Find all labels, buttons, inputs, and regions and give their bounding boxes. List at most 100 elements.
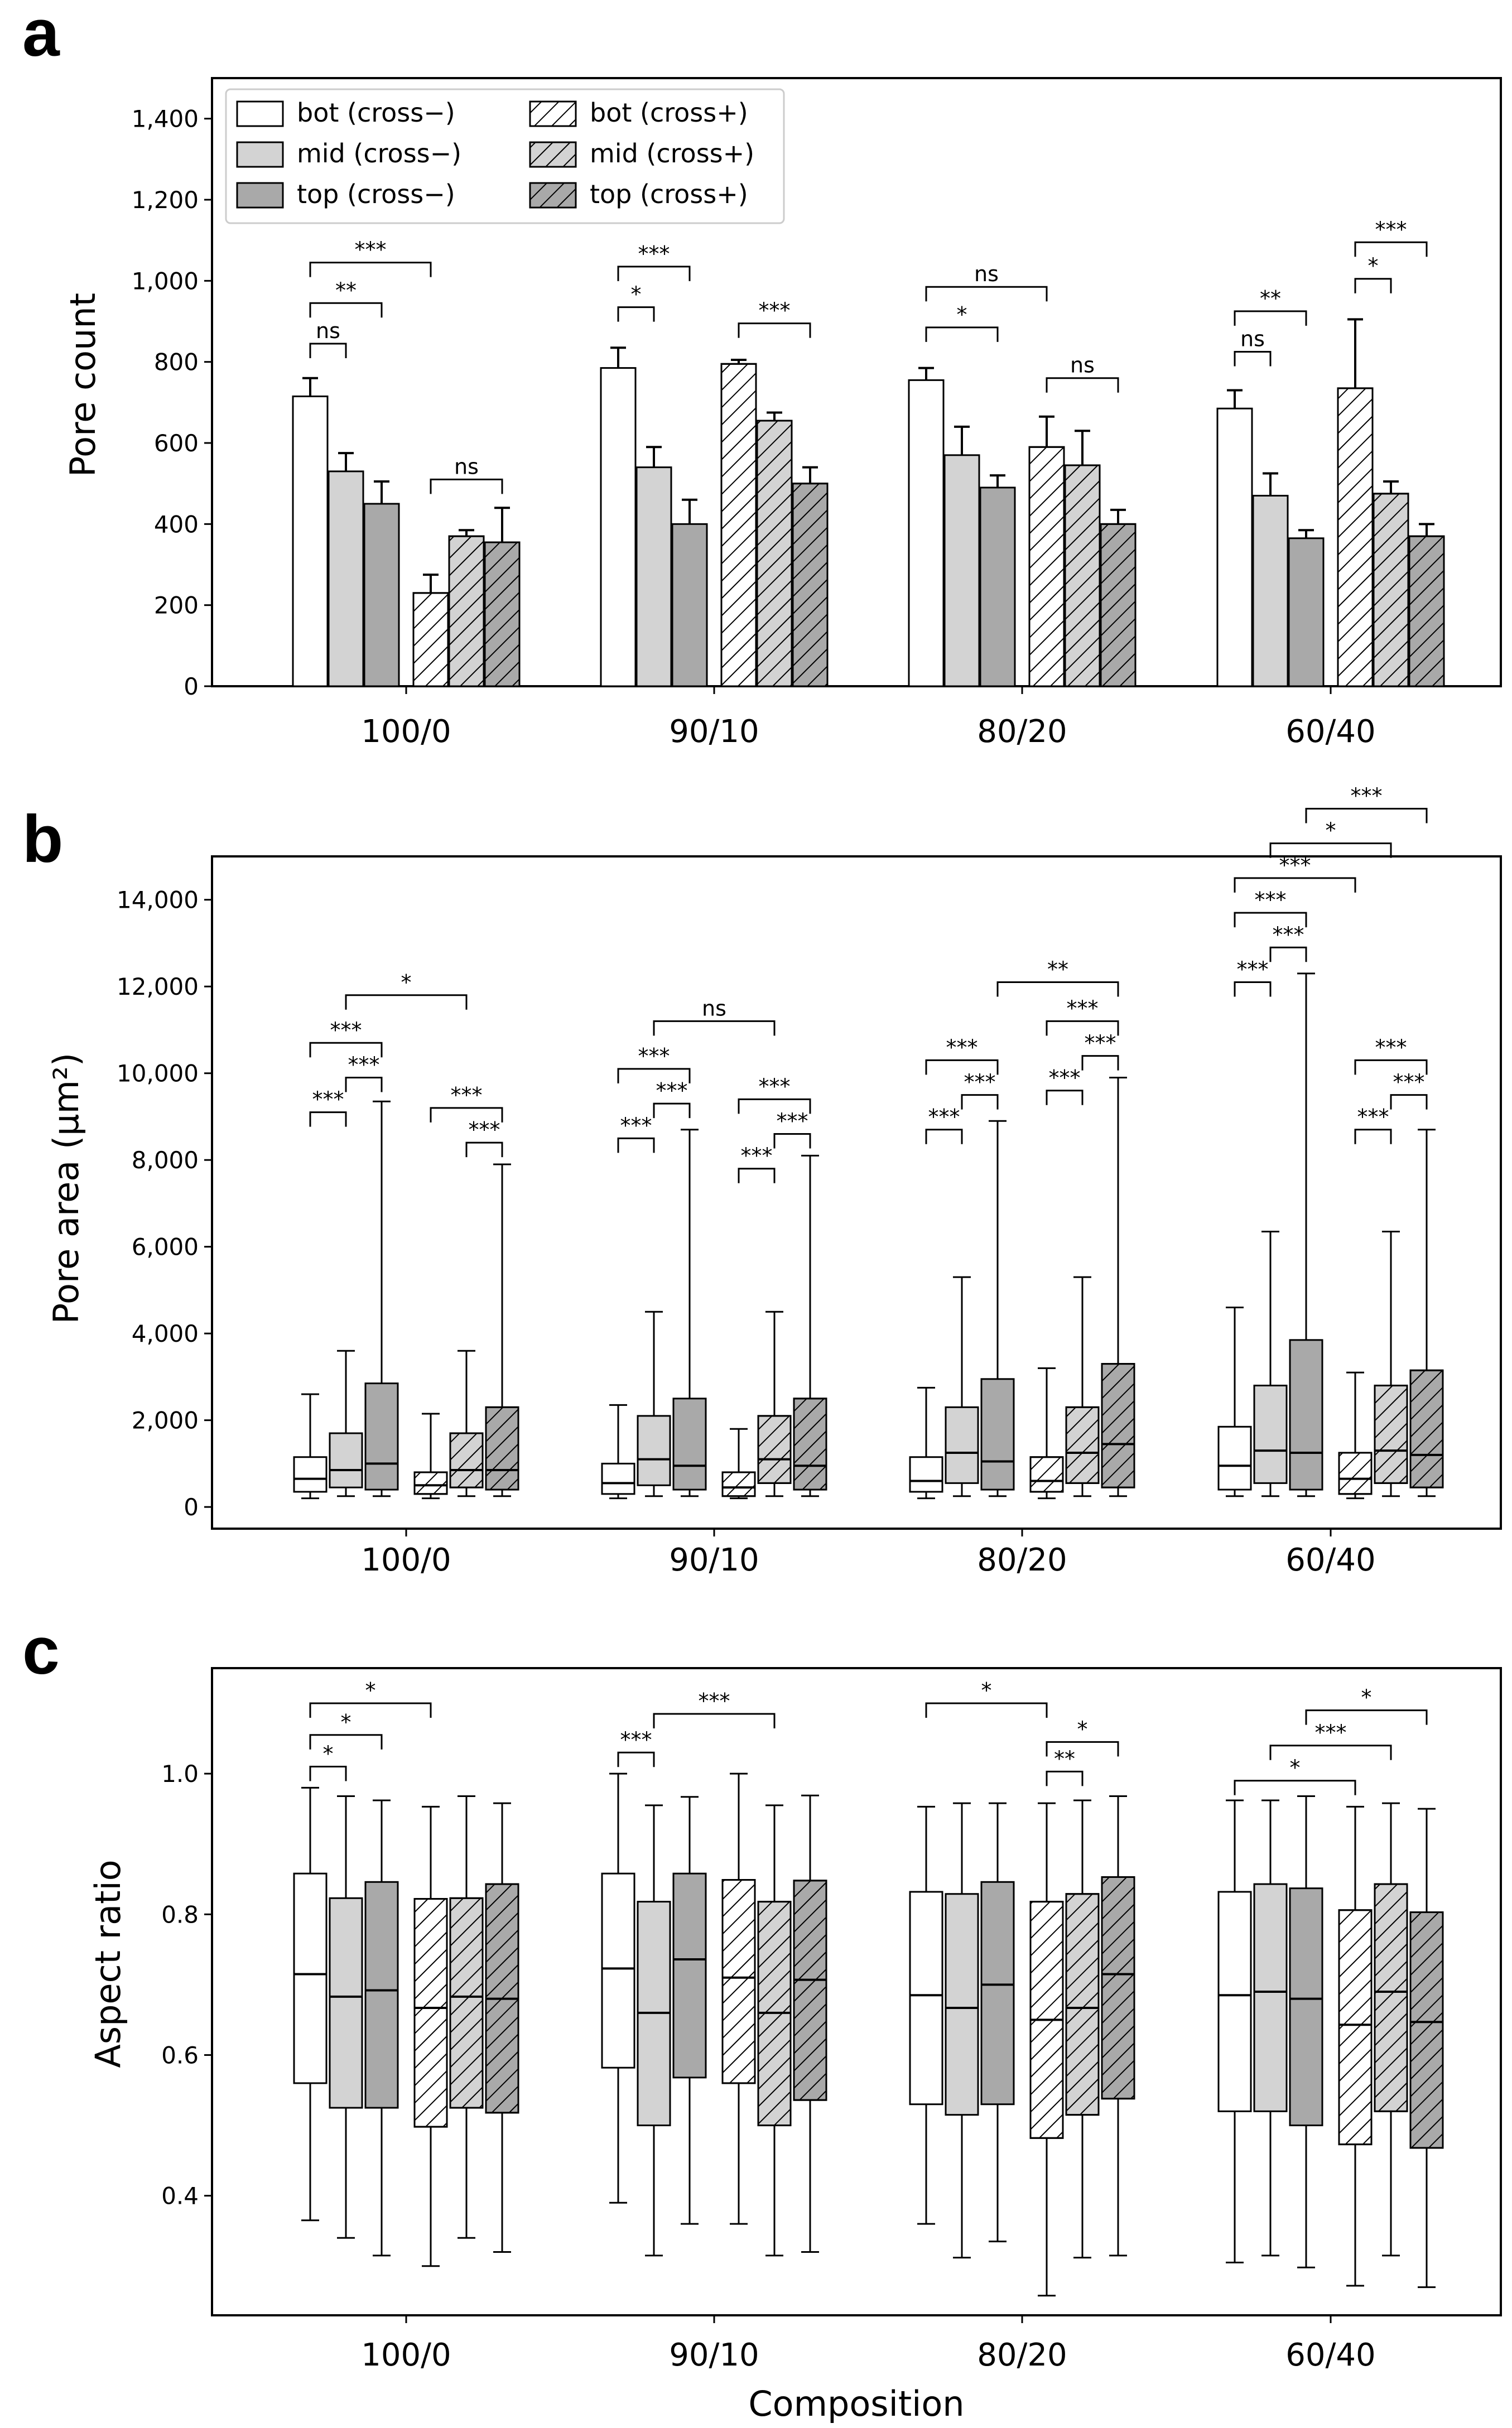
significance-bracket — [1046, 1090, 1084, 1105]
significance-bracket — [996, 981, 1119, 997]
ytick-label-b: 6,000 — [132, 1234, 199, 1261]
xtick-b-80-20: 80/20 — [977, 1542, 1067, 1578]
box-hatch-top-cross-plus — [1409, 1911, 1444, 2149]
box-mid-cross-minus — [1253, 1384, 1288, 1484]
ytick-label-a: 200 — [154, 592, 199, 619]
ytick-label-b: 12,000 — [117, 973, 199, 1000]
box-top-cross-minus — [364, 1382, 399, 1491]
significance-bracket — [309, 262, 432, 277]
legend-swatch-bot-cross-minus — [236, 100, 284, 127]
significance-bracket — [738, 1098, 811, 1114]
significance-label: *** — [1315, 1721, 1347, 1745]
box-bot-cross-minus — [909, 1456, 943, 1493]
legend-label-mid-cross-minus: mid (cross−) — [297, 138, 461, 168]
significance-bracket — [738, 1168, 776, 1183]
significance-bracket — [1234, 1780, 1356, 1795]
bar-mid-cross-minus — [943, 454, 980, 687]
significance-label: * — [981, 1678, 992, 1703]
ytick-label-a: 1,000 — [132, 267, 199, 295]
significance-label: *** — [312, 1087, 344, 1112]
significance-bracket — [1046, 1020, 1119, 1036]
significance-bracket — [1305, 807, 1428, 823]
box-bot-cross-minus — [909, 1891, 943, 2106]
ylabel-a: Pore count — [62, 293, 103, 477]
bar-hatch-bot-cross-plus — [720, 363, 757, 687]
significance-label: *** — [330, 1018, 362, 1042]
bar-top-cross-minus — [979, 486, 1016, 687]
plot-c: 0.40.60.81.0********* ********* — [161, 1667, 1502, 2323]
panel-letter-a: a — [22, 0, 60, 70]
significance-label: *** — [620, 1113, 652, 1138]
box-hatch-bot-cross-plus — [1029, 1456, 1064, 1493]
xtick-b-90-10: 90/10 — [669, 1542, 759, 1578]
significance-label: * — [365, 1678, 376, 1703]
significance-label: *** — [964, 1070, 996, 1095]
box-hatch-bot-cross-plus — [1338, 1909, 1373, 2146]
xtick-b-100-0: 100/0 — [361, 1542, 451, 1578]
bar-bot-cross-minus — [292, 395, 329, 687]
significance-bracket — [617, 1751, 655, 1767]
ytick-label-a: 800 — [154, 349, 199, 376]
legend-label-top-cross-minus: top (cross−) — [297, 179, 455, 209]
ytick-label-a: 400 — [154, 510, 199, 538]
bar-hatch-top-cross-plus — [1408, 535, 1445, 687]
ytick-label-b: 4,000 — [132, 1320, 199, 1347]
significance-label: *** — [1049, 1066, 1081, 1090]
significance-bracket — [1234, 351, 1272, 367]
significance-bracket — [1354, 1059, 1428, 1075]
xlabel-composition: Composition — [748, 2383, 964, 2424]
significance-bracket — [1354, 241, 1428, 257]
significance-bracket — [1390, 1094, 1428, 1110]
legend: bot (cross−) mid (cross−) top (cross−) b… — [225, 88, 785, 224]
bar-hatch-bot-cross-plus — [1337, 387, 1374, 687]
significance-bracket — [1046, 377, 1119, 393]
significance-bracket — [1305, 1709, 1428, 1725]
significance-bracket — [617, 266, 691, 281]
significance-label: *** — [469, 1117, 500, 1142]
significance-label: * — [957, 302, 967, 327]
significance-label: *** — [638, 242, 670, 266]
significance-label: * — [1361, 1685, 1372, 1710]
significance-bracket — [309, 1734, 383, 1750]
plot-b: 0 2,000 4,000 6,000 8,000 10,000 12,000 14,000 *… — [117, 783, 1502, 1536]
box-bot-cross-minus — [601, 1872, 635, 2069]
box-top-cross-minus — [980, 1378, 1015, 1491]
bar-hatch-top-cross-plus — [484, 541, 521, 687]
ytick-label-b: 0 — [184, 1494, 199, 1521]
ytick-label-c: 0.8 — [161, 1901, 199, 1928]
significance-label: * — [341, 1710, 351, 1735]
xtick-b-60-40: 60/40 — [1285, 1542, 1375, 1578]
significance-bracket — [961, 1094, 999, 1110]
box-hatch-top-cross-plus — [1101, 1876, 1135, 2100]
significance-label: *** — [1085, 1031, 1116, 1056]
box-top-cross-minus — [672, 1872, 707, 2079]
significance-label: * — [631, 282, 642, 307]
box-hatch-top-cross-plus — [485, 1406, 519, 1491]
box-hatch-bot-cross-plus — [413, 1471, 448, 1495]
ytick-label-b: 8,000 — [132, 1146, 199, 1174]
significance-label: *** — [1357, 1105, 1389, 1129]
bar-hatch-top-cross-plus — [1100, 523, 1137, 687]
significance-bracket — [738, 322, 811, 338]
legend-label-top-cross-plus: top (cross+) — [590, 179, 748, 209]
ytick-label-c: 0.6 — [161, 2041, 199, 2069]
ytick-label-c: 0.4 — [161, 2183, 199, 2210]
significance-bracket — [653, 1102, 691, 1119]
box-hatch-top-cross-plus — [793, 1398, 827, 1491]
box-hatch-bot-cross-plus — [413, 1898, 448, 2128]
significance-bracket — [1046, 1741, 1119, 1757]
legend-label-mid-cross-plus: mid (cross+) — [590, 138, 754, 168]
significance-bracket — [1046, 1770, 1084, 1786]
significance-label: ** — [335, 278, 357, 302]
box-hatch-mid-cross-plus — [1065, 1893, 1100, 2116]
axes-frame-c — [211, 1667, 1502, 2316]
box-hatch-top-cross-plus — [793, 1880, 827, 2101]
ytick-label-b: 10,000 — [117, 1060, 199, 1087]
box-hatch-bot-cross-plus — [1338, 1452, 1373, 1495]
xticks-a: 100/0 90/10 80/20 60/40 — [361, 714, 1375, 750]
panel-letter-b: b — [22, 802, 63, 876]
box-hatch-top-cross-plus — [1101, 1363, 1135, 1488]
significance-bracket — [925, 1059, 999, 1075]
significance-label: *** — [1279, 853, 1311, 878]
bar-mid-cross-minus — [1252, 494, 1289, 687]
